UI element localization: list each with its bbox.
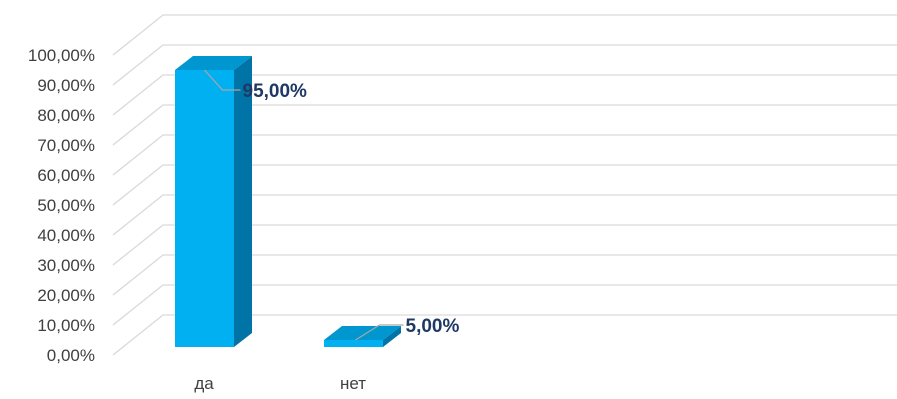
y-tick-label: 80,00% xyxy=(37,106,95,125)
data-labels: 95,00% 5,00% xyxy=(204,69,460,341)
leader-line xyxy=(355,324,404,341)
y-tick-label: 0,00% xyxy=(47,346,95,365)
bar-front-face xyxy=(175,70,234,347)
x-category-label: нет xyxy=(340,374,366,393)
x-category-label: да xyxy=(194,374,214,393)
bar-side-face xyxy=(234,56,252,347)
data-label: 5,00% xyxy=(406,316,460,337)
y-tick-label: 10,00% xyxy=(37,316,95,335)
data-label-group: 95,00% xyxy=(204,69,308,102)
bar-side-face xyxy=(383,326,401,347)
y-tick-label: 70,00% xyxy=(37,136,95,155)
y-tick-label: 90,00% xyxy=(37,76,95,95)
x-axis: да нет xyxy=(194,374,366,393)
gridline xyxy=(112,224,897,266)
gridline xyxy=(112,164,897,206)
gridlines xyxy=(112,14,897,356)
gridline xyxy=(112,104,897,146)
gridline xyxy=(112,74,897,116)
gridline xyxy=(112,254,897,296)
bar-front-face xyxy=(324,340,383,347)
leader-line xyxy=(204,69,241,91)
y-tick-label: 50,00% xyxy=(37,196,95,215)
gridline xyxy=(112,194,897,236)
gridline xyxy=(112,284,897,326)
y-tick-label: 40,00% xyxy=(37,226,95,245)
gridline xyxy=(112,314,897,356)
gridline xyxy=(112,14,897,56)
y-tick-label: 20,00% xyxy=(37,286,95,305)
data-label-group: 5,00% xyxy=(355,316,460,341)
gridline xyxy=(112,134,897,176)
y-tick-label: 30,00% xyxy=(37,256,95,275)
bar-top-face xyxy=(324,326,401,340)
y-tick-label: 60,00% xyxy=(37,166,95,185)
bar-da xyxy=(175,56,252,347)
bar-net xyxy=(324,326,401,347)
gridline xyxy=(112,44,897,86)
bar-top-face xyxy=(175,56,252,70)
y-tick-label: 100,00% xyxy=(28,46,95,65)
bars xyxy=(175,56,401,347)
y-axis: 0,00% 10,00% 20,00% 30,00% 40,00% 50,00% 60,00… xyxy=(28,46,95,365)
data-label: 95,00% xyxy=(243,81,308,102)
